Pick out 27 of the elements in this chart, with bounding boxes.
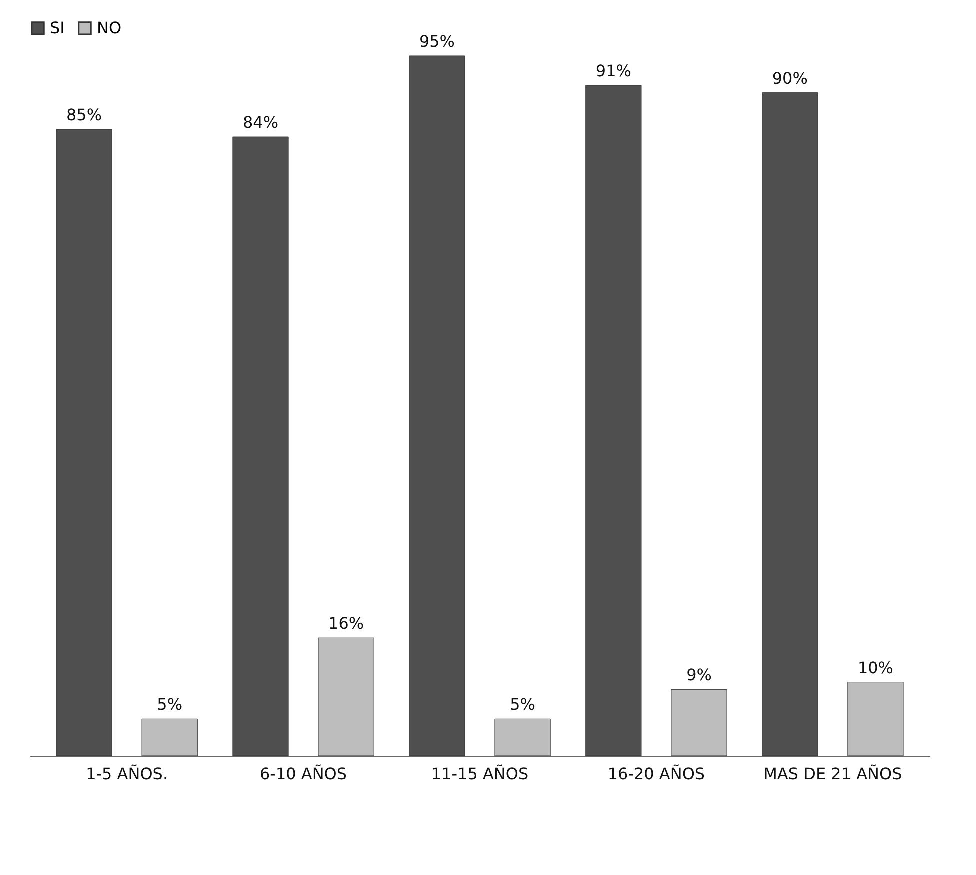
data-label: 95% [419,32,455,51]
data-label: 10% [858,658,894,678]
legend-label: NO [97,18,122,38]
bar [409,56,466,756]
bar [494,718,551,756]
x-tick-label: MAS DE 21 AÑOS [764,764,902,784]
data-label: 9% [686,666,712,685]
data-label: 90% [772,68,808,88]
data-label: 5% [157,695,183,714]
data-label: 5% [510,695,536,714]
bar [318,638,374,756]
x-tick-label: 16-20 AÑOS [608,764,706,784]
data-label: 84% [242,113,279,132]
x-tick-label: 6-10 AÑOS [260,764,348,784]
bar [232,136,289,756]
data-label: 91% [596,61,632,80]
data-label: 85% [66,106,102,125]
bar [586,85,642,756]
legend-label: SI [50,18,65,38]
bar [142,718,198,756]
bar [56,129,112,756]
data-label: 16% [328,614,364,634]
x-tick-label: 11-15 AÑOS [431,764,529,784]
bar [671,689,728,756]
bar [762,92,818,756]
x-tick-label: 1-5 AÑOS. [86,764,168,784]
bar [848,682,904,756]
